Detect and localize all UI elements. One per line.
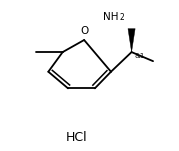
Text: NH: NH bbox=[103, 12, 118, 22]
Text: 2: 2 bbox=[120, 13, 125, 22]
Text: O: O bbox=[80, 26, 88, 36]
Text: &1: &1 bbox=[135, 53, 145, 59]
Polygon shape bbox=[128, 29, 135, 52]
Text: HCl: HCl bbox=[66, 131, 88, 144]
